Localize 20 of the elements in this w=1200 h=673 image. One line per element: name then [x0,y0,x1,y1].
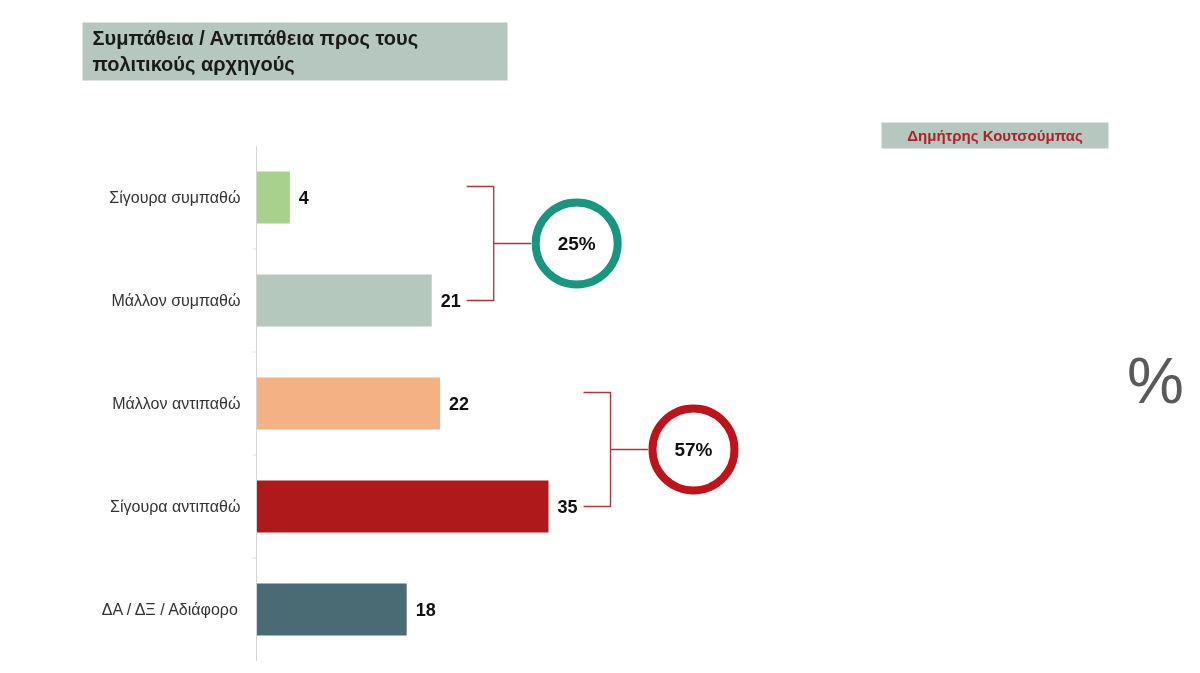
bar [256,171,290,224]
bar [256,583,407,636]
text: 25% [557,233,596,254]
data-label: 22 [449,394,470,414]
chart-title: Συμπάθεια / Αντιπάθεια προς τους πολιτικούς αρχηγούς [92,26,419,75]
text: Δημήτρης Κουτσούμπας [907,127,1083,144]
data-label: 21 [440,291,461,311]
text: 57% [674,439,713,460]
data-label: 4 [298,188,309,208]
bar [256,480,549,533]
y-tick-label: Σίγουρα αντιπαθώ [110,498,241,515]
bar [256,377,441,430]
y-tick-label: ΔΑ / ΔΞ / Αδιάφορο [101,601,238,618]
bar [256,274,432,327]
y-tick-label: Σίγουρα συμπαθώ [109,189,241,206]
y-tick-label: Μάλλον συμπαθώ [111,292,241,309]
y-tick-label: Μάλλον αντιπαθώ [112,395,241,412]
data-label: 18 [415,600,436,620]
data-label: 35 [557,497,578,517]
text: % [1127,344,1184,417]
